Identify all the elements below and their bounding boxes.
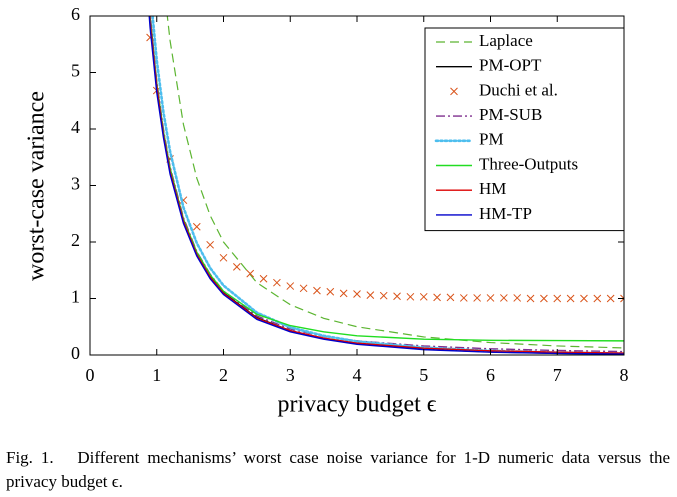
legend-label: HM [479, 179, 506, 198]
marker [232, 263, 241, 271]
plot-area [146, 16, 624, 355]
marker [620, 294, 624, 303]
legend-label: HM-TP [479, 204, 532, 223]
marker [580, 294, 588, 303]
y-tick-label: 5 [71, 61, 80, 81]
marker [379, 291, 388, 300]
marker [499, 294, 508, 302]
marker [299, 284, 308, 293]
legend-label: PM [479, 130, 504, 149]
series-line [166, 16, 624, 349]
y-tick-label: 3 [71, 174, 80, 194]
series-line [148, 16, 624, 355]
marker [526, 294, 535, 303]
marker [473, 294, 482, 302]
marker [339, 289, 348, 298]
y-tick-label: 1 [71, 287, 80, 307]
marker [192, 222, 201, 231]
y-axis-label: worst-case variance [24, 91, 50, 281]
y-tick-label: 2 [71, 230, 80, 250]
x-axis-label: privacy budget ϵ [278, 392, 437, 418]
marker [433, 293, 441, 302]
legend-box [424, 27, 625, 232]
marker [313, 286, 321, 295]
marker [393, 292, 401, 301]
x-tick-label: 1 [152, 365, 161, 385]
x-tick-label: 8 [620, 365, 629, 385]
y-tick-label: 0 [71, 343, 80, 363]
x-tick-label: 7 [553, 365, 562, 385]
marker [459, 294, 468, 302]
marker [593, 294, 602, 303]
y-tick-label: 6 [71, 4, 80, 24]
marker [259, 274, 268, 283]
marker [273, 278, 281, 287]
legend-label: Duchi et al. [479, 80, 558, 99]
marker [219, 253, 228, 262]
legend-label: PM-SUB [479, 105, 542, 124]
marker [206, 240, 215, 249]
x-tick-label: 0 [86, 365, 95, 385]
legend-label: PM-OPT [479, 56, 542, 75]
marker [540, 294, 548, 303]
marker [486, 294, 495, 302]
caption: Fig. 1. Different mechanisms’ worst case… [6, 448, 675, 491]
legend-marker [450, 87, 458, 96]
x-tick-label: 3 [286, 365, 295, 385]
marker [246, 269, 255, 278]
legend-label: Laplace [479, 31, 533, 50]
marker [326, 287, 335, 296]
x-tick-label: 2 [219, 365, 228, 385]
marker [366, 291, 375, 299]
legend-label: Three-Outputs [479, 154, 578, 173]
marker [513, 294, 522, 302]
y-tick-label: 4 [71, 117, 80, 137]
marker [286, 282, 295, 290]
marker [406, 292, 415, 301]
x-tick-label: 5 [419, 365, 428, 385]
x-tick-label: 6 [486, 365, 495, 385]
marker [419, 292, 428, 301]
chart: privacy budget ϵ worst-case variance 0 1 2… [24, 4, 629, 418]
marker [353, 290, 361, 298]
marker [606, 294, 615, 303]
marker [446, 293, 455, 302]
marker [566, 294, 575, 303]
marker [553, 294, 562, 303]
x-tick-label: 4 [353, 365, 362, 385]
